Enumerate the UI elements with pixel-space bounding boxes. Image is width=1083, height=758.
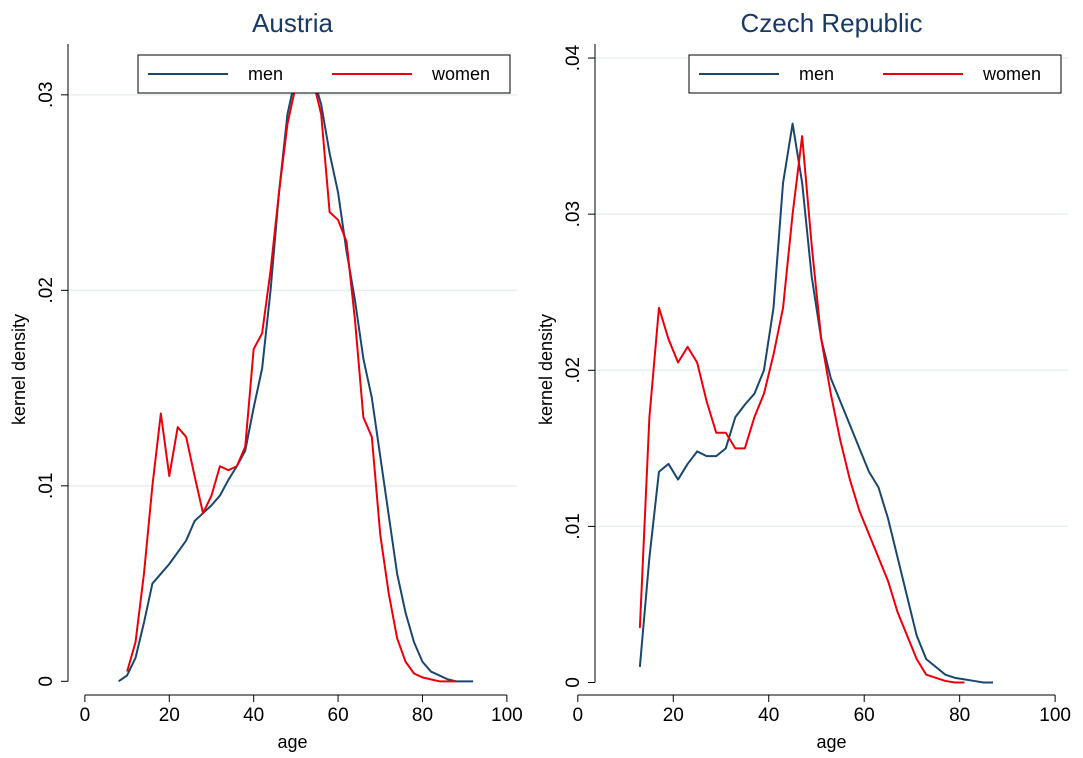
x-tick-label: 20: [159, 705, 180, 726]
legend-label: women: [431, 64, 490, 84]
x-tick-label: 60: [328, 705, 349, 726]
y-tick-label: .04: [563, 44, 584, 71]
x-tick-label: 80: [949, 705, 970, 726]
x-axis-title: age: [277, 732, 307, 752]
legend: men women: [137, 54, 511, 94]
legend-label: men: [248, 64, 283, 84]
chart-title: Austria: [252, 8, 333, 38]
y-tick-label: 0: [563, 677, 584, 688]
y-tick-label: .01: [36, 473, 57, 499]
y-tick-label: .02: [36, 277, 57, 303]
chart-title: Czech Republic: [740, 8, 922, 38]
series-line: [118, 70, 474, 683]
y-axis-title: kernel density: [536, 314, 556, 425]
y-tick-label: .03: [36, 82, 57, 108]
y-tick-label: 0: [36, 676, 57, 687]
series-line: [638, 122, 994, 684]
panel: Austria 0 .01 .02 .03 0 20 40 60 80 100 age kernel d…: [9, 8, 523, 752]
series-line: [126, 74, 457, 683]
x-tick-label: 20: [663, 705, 684, 726]
panel: Czech Republic 0 .01 .02 .03 .04 0 20 40 60 80 100 a…: [536, 8, 1071, 752]
series-line: [638, 135, 965, 684]
x-tick-label: 60: [854, 705, 875, 726]
y-axis-title: kernel density: [9, 314, 29, 425]
x-tick-label: 100: [491, 705, 523, 726]
legend: men women: [688, 54, 1062, 94]
y-tick-label: .01: [563, 513, 584, 539]
legend-label: men: [799, 64, 834, 84]
x-tick-label: 0: [573, 705, 584, 726]
x-tick-label: 40: [243, 705, 264, 726]
x-tick-label: 100: [1039, 705, 1071, 726]
x-tick-label: 40: [758, 705, 779, 726]
x-axis-title: age: [816, 732, 846, 752]
x-tick-label: 80: [412, 705, 433, 726]
x-tick-label: 0: [80, 705, 91, 726]
y-tick-label: .03: [563, 201, 584, 227]
y-tick-label: .02: [563, 357, 584, 383]
legend-label: women: [982, 64, 1041, 84]
